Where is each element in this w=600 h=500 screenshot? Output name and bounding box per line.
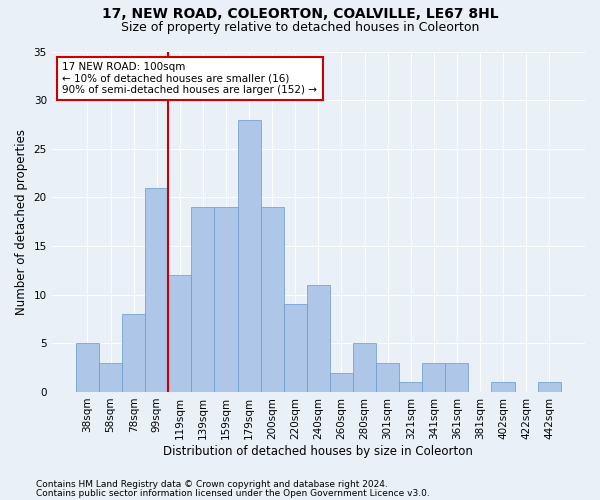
Bar <box>214 207 238 392</box>
X-axis label: Distribution of detached houses by size in Coleorton: Distribution of detached houses by size … <box>163 444 473 458</box>
Text: 17, NEW ROAD, COLEORTON, COALVILLE, LE67 8HL: 17, NEW ROAD, COLEORTON, COALVILLE, LE67… <box>101 8 499 22</box>
Bar <box>399 382 422 392</box>
Bar <box>122 314 145 392</box>
Bar <box>99 363 122 392</box>
Y-axis label: Number of detached properties: Number of detached properties <box>15 128 28 314</box>
Bar <box>307 285 330 392</box>
Text: Contains HM Land Registry data © Crown copyright and database right 2024.: Contains HM Land Registry data © Crown c… <box>36 480 388 489</box>
Bar <box>376 363 399 392</box>
Bar <box>422 363 445 392</box>
Bar <box>145 188 168 392</box>
Bar <box>330 372 353 392</box>
Bar <box>260 207 284 392</box>
Bar <box>168 275 191 392</box>
Bar <box>76 344 99 392</box>
Bar <box>491 382 515 392</box>
Bar <box>238 120 260 392</box>
Text: Size of property relative to detached houses in Coleorton: Size of property relative to detached ho… <box>121 21 479 34</box>
Bar <box>445 363 469 392</box>
Bar <box>538 382 561 392</box>
Bar <box>353 344 376 392</box>
Bar <box>284 304 307 392</box>
Text: 17 NEW ROAD: 100sqm
← 10% of detached houses are smaller (16)
90% of semi-detach: 17 NEW ROAD: 100sqm ← 10% of detached ho… <box>62 62 317 95</box>
Bar <box>191 207 214 392</box>
Text: Contains public sector information licensed under the Open Government Licence v3: Contains public sector information licen… <box>36 490 430 498</box>
